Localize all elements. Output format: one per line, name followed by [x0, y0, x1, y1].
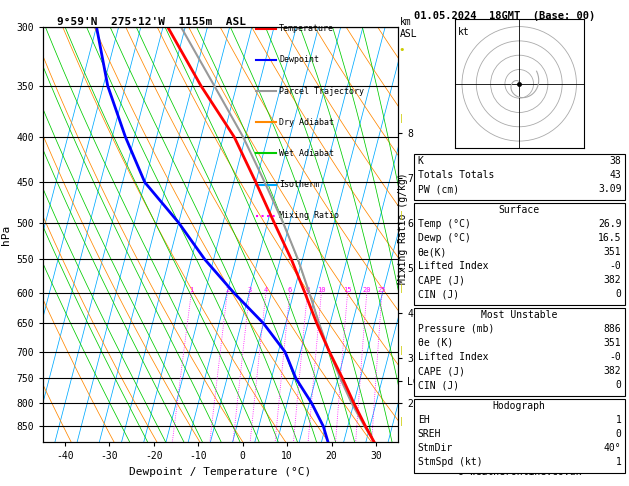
- Text: EH: EH: [418, 415, 430, 425]
- Text: CIN (J): CIN (J): [418, 380, 459, 390]
- Text: PW (cm): PW (cm): [418, 184, 459, 194]
- Text: 10: 10: [317, 287, 326, 293]
- Text: 351: 351: [604, 247, 621, 257]
- Text: 382: 382: [604, 275, 621, 285]
- Text: StmSpd (kt): StmSpd (kt): [418, 457, 482, 467]
- Text: 3.09: 3.09: [598, 184, 621, 194]
- Text: 15: 15: [343, 287, 352, 293]
- Text: 20: 20: [362, 287, 371, 293]
- Text: |: |: [400, 211, 403, 220]
- X-axis label: Dewpoint / Temperature (°C): Dewpoint / Temperature (°C): [130, 467, 311, 477]
- Y-axis label: hPa: hPa: [1, 225, 11, 244]
- Text: 6: 6: [287, 287, 292, 293]
- Text: 9°59'N  275°12'W  1155m  ASL: 9°59'N 275°12'W 1155m ASL: [57, 17, 245, 27]
- Text: © weatheronline.co.uk: © weatheronline.co.uk: [457, 467, 581, 477]
- Text: Mixing Ratio (g/kg): Mixing Ratio (g/kg): [398, 173, 408, 284]
- Text: 1: 1: [616, 457, 621, 467]
- Text: 40°: 40°: [604, 443, 621, 453]
- Text: StmDir: StmDir: [418, 443, 453, 453]
- Text: |: |: [400, 284, 403, 293]
- Text: Lifted Index: Lifted Index: [418, 261, 488, 271]
- Text: |: |: [400, 114, 403, 122]
- Text: Lifted Index: Lifted Index: [418, 352, 488, 362]
- Text: •: •: [398, 45, 404, 54]
- Text: 25: 25: [378, 287, 386, 293]
- Text: 0: 0: [616, 429, 621, 439]
- Text: 382: 382: [604, 366, 621, 376]
- Text: Totals Totals: Totals Totals: [418, 170, 494, 180]
- Text: 01.05.2024  18GMT  (Base: 00): 01.05.2024 18GMT (Base: 00): [414, 11, 595, 21]
- Text: 43: 43: [610, 170, 621, 180]
- Text: 16.5: 16.5: [598, 233, 621, 243]
- Text: 4: 4: [264, 287, 268, 293]
- Text: Most Unstable: Most Unstable: [481, 310, 557, 320]
- Text: Surface: Surface: [499, 205, 540, 215]
- Text: CIN (J): CIN (J): [418, 289, 459, 299]
- Text: Hodograph: Hodograph: [493, 400, 546, 411]
- Text: CAPE (J): CAPE (J): [418, 366, 465, 376]
- Text: 8: 8: [305, 287, 309, 293]
- Text: SREH: SREH: [418, 429, 441, 439]
- Text: θe(K): θe(K): [418, 247, 447, 257]
- Text: Dewp (°C): Dewp (°C): [418, 233, 470, 243]
- Text: Isotherm: Isotherm: [279, 180, 319, 189]
- Text: K: K: [418, 156, 423, 166]
- Text: Dewpoint: Dewpoint: [279, 55, 319, 65]
- Text: 2: 2: [225, 287, 230, 293]
- Text: kt: kt: [458, 27, 469, 36]
- Text: 3: 3: [247, 287, 252, 293]
- Text: Dry Adiabat: Dry Adiabat: [279, 118, 334, 127]
- Text: CAPE (J): CAPE (J): [418, 275, 465, 285]
- Text: Parcel Trajectory: Parcel Trajectory: [279, 87, 364, 96]
- Text: Temp (°C): Temp (°C): [418, 219, 470, 229]
- Text: Temperature: Temperature: [279, 24, 334, 34]
- Text: |: |: [400, 417, 403, 426]
- Text: Mixing Ratio: Mixing Ratio: [279, 211, 339, 220]
- Text: |: |: [400, 347, 403, 355]
- Text: 0: 0: [616, 289, 621, 299]
- Text: -0: -0: [610, 261, 621, 271]
- Text: 1: 1: [189, 287, 194, 293]
- Text: 26.9: 26.9: [598, 219, 621, 229]
- Text: km
ASL: km ASL: [399, 17, 417, 38]
- Text: θe (K): θe (K): [418, 338, 453, 348]
- Text: 1: 1: [616, 415, 621, 425]
- Text: 38: 38: [610, 156, 621, 166]
- Text: Pressure (mb): Pressure (mb): [418, 324, 494, 334]
- Text: 351: 351: [604, 338, 621, 348]
- Text: Wet Adiabat: Wet Adiabat: [279, 149, 334, 158]
- Text: 886: 886: [604, 324, 621, 334]
- Text: -0: -0: [610, 352, 621, 362]
- Text: 0: 0: [616, 380, 621, 390]
